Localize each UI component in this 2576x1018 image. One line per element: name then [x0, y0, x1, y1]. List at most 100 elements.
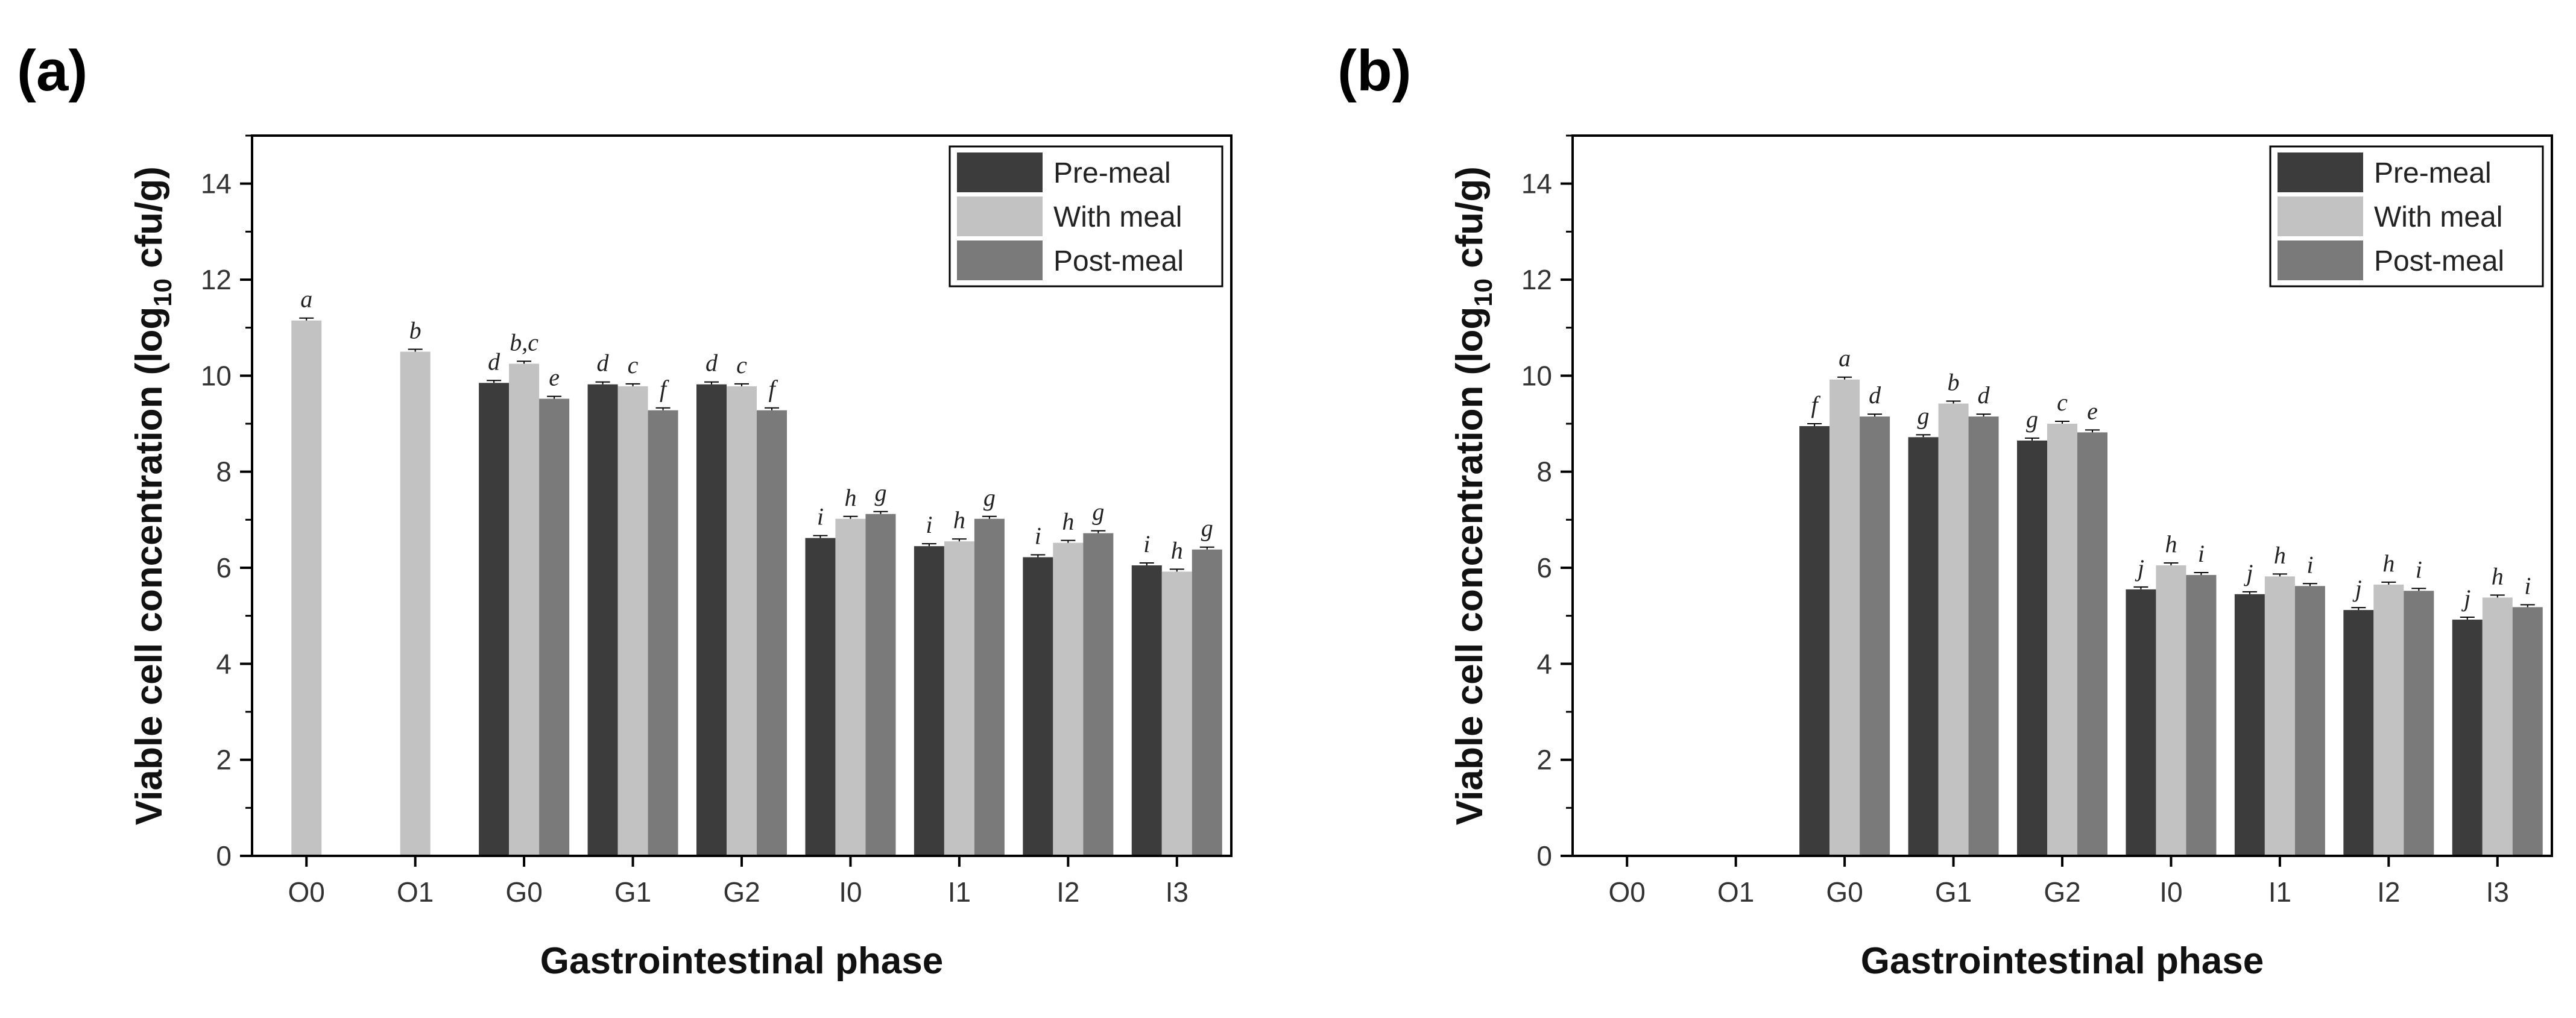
- y-tick-label: 2: [1536, 744, 1552, 776]
- significance-label: b,c: [510, 328, 538, 356]
- plot-frame: [1571, 134, 2553, 857]
- bar-with-meal: [291, 320, 322, 856]
- significance-label: d: [706, 350, 718, 377]
- y-axis-title-main: Viable cell concentration (log: [128, 307, 170, 825]
- x-tick-label: I3: [1166, 876, 1189, 908]
- significance-label: h: [2165, 530, 2177, 558]
- y-tick-label: 0: [1536, 840, 1552, 872]
- significance-label: i: [2306, 551, 2313, 578]
- bar-with-meal: [1938, 403, 1969, 856]
- x-tick-label: G2: [2044, 876, 2080, 908]
- significance-label: h: [844, 484, 856, 511]
- x-tick-label: G1: [1935, 876, 1972, 908]
- y-axis-title: Viable cell concentration (log10 cfu/g): [1449, 166, 1497, 825]
- bar-with-meal: [617, 386, 648, 856]
- bar-pre-meal: [2126, 589, 2156, 856]
- panel-label-a: (a): [17, 39, 87, 103]
- x-tick-label: I1: [948, 876, 971, 908]
- significance-label: g: [2026, 406, 2038, 433]
- bar-pre-meal: [1908, 437, 1939, 856]
- bar-with-meal: [2156, 565, 2186, 856]
- bar-post-meal: [757, 410, 787, 856]
- significance-label: h: [953, 506, 965, 533]
- significance-label: d: [597, 350, 610, 377]
- bar-post-meal: [974, 518, 1005, 856]
- y-tick-label: 4: [1536, 648, 1552, 679]
- bar-with-meal: [1161, 571, 1192, 856]
- x-tick-label: I2: [2377, 876, 2400, 908]
- x-tick-label: O1: [1717, 876, 1754, 908]
- legend-swatch: [2278, 240, 2363, 280]
- significance-label: c: [628, 351, 639, 379]
- legend-swatch: [957, 152, 1043, 192]
- x-tick-label: I3: [2486, 876, 2509, 908]
- significance-label: b: [409, 317, 421, 344]
- bar-with-meal: [2482, 597, 2513, 856]
- significance-label: j: [2461, 585, 2470, 612]
- significance-label: a: [300, 286, 312, 313]
- significance-label: i: [926, 511, 932, 538]
- bar-post-meal: [2404, 591, 2434, 856]
- bar-with-meal: [2264, 576, 2295, 856]
- y-tick-label: 8: [1536, 456, 1552, 488]
- significance-label: f: [768, 375, 778, 403]
- bar-with-meal: [2373, 584, 2404, 856]
- y-tick-label: 2: [216, 744, 232, 776]
- bar-post-meal: [2077, 432, 2107, 856]
- legend-swatch: [957, 240, 1043, 280]
- y-tick-label: 4: [216, 648, 232, 679]
- bar-post-meal: [648, 410, 678, 856]
- x-tick-label: I0: [2159, 876, 2182, 908]
- bar-post-meal: [2186, 574, 2217, 856]
- y-tick-label: 6: [1536, 552, 1552, 583]
- x-tick-label: I2: [1056, 876, 1079, 908]
- significance-label: d: [1869, 382, 1881, 409]
- significance-label: c: [2057, 389, 2068, 416]
- significance-label: j: [2352, 575, 2362, 602]
- significance-label: h: [2492, 562, 2504, 589]
- y-tick-label: 14: [201, 168, 232, 200]
- x-tick-label: G1: [614, 876, 651, 908]
- bar-post-meal: [2294, 586, 2325, 856]
- legend-entry: With meal: [1053, 201, 1182, 233]
- significance-label: h: [1171, 536, 1183, 564]
- significance-label: c: [736, 351, 747, 379]
- legend-entry: Pre-meal: [1053, 157, 1171, 189]
- x-tick-label: O0: [288, 876, 325, 908]
- significance-label: a: [1839, 345, 1851, 372]
- significance-label: g: [983, 484, 996, 511]
- significance-label: j: [2243, 559, 2253, 586]
- y-tick-label: 12: [1521, 264, 1552, 295]
- significance-label: d: [1978, 382, 1990, 409]
- significance-label: g: [1201, 515, 1213, 542]
- bar-with-meal: [944, 541, 974, 856]
- bar-pre-meal: [2452, 620, 2483, 856]
- y-axis-title-subscript: 10: [148, 278, 177, 307]
- x-axis-title: Gastrointestinal phase: [1861, 940, 2264, 982]
- y-axis-title-end: cfu/g): [128, 166, 170, 278]
- bar-with-meal: [2047, 424, 2077, 856]
- bar-post-meal: [1192, 549, 1222, 856]
- x-tick-label: G0: [1826, 876, 1863, 908]
- bar-with-meal: [727, 386, 757, 856]
- significance-label: g: [1092, 498, 1104, 526]
- x-axis-title: Gastrointestinal phase: [540, 940, 943, 982]
- bar-with-meal: [1053, 542, 1084, 856]
- bar-post-meal: [1968, 416, 1999, 856]
- significance-label: h: [2382, 550, 2394, 577]
- bar-post-meal: [2512, 607, 2543, 856]
- significance-label: i: [1143, 530, 1150, 558]
- x-tick-label: O1: [397, 876, 434, 908]
- significance-label: f: [1811, 391, 1821, 418]
- x-tick-label: O0: [1609, 876, 1646, 908]
- y-tick-label: 14: [1521, 168, 1552, 200]
- legend-entry: Post-meal: [1053, 245, 1184, 277]
- y-tick-label: 6: [216, 552, 232, 583]
- bar-post-meal: [1860, 416, 1890, 856]
- significance-label: i: [2524, 572, 2531, 599]
- significance-label: e: [2087, 397, 2098, 424]
- x-tick-label: I1: [2268, 876, 2291, 908]
